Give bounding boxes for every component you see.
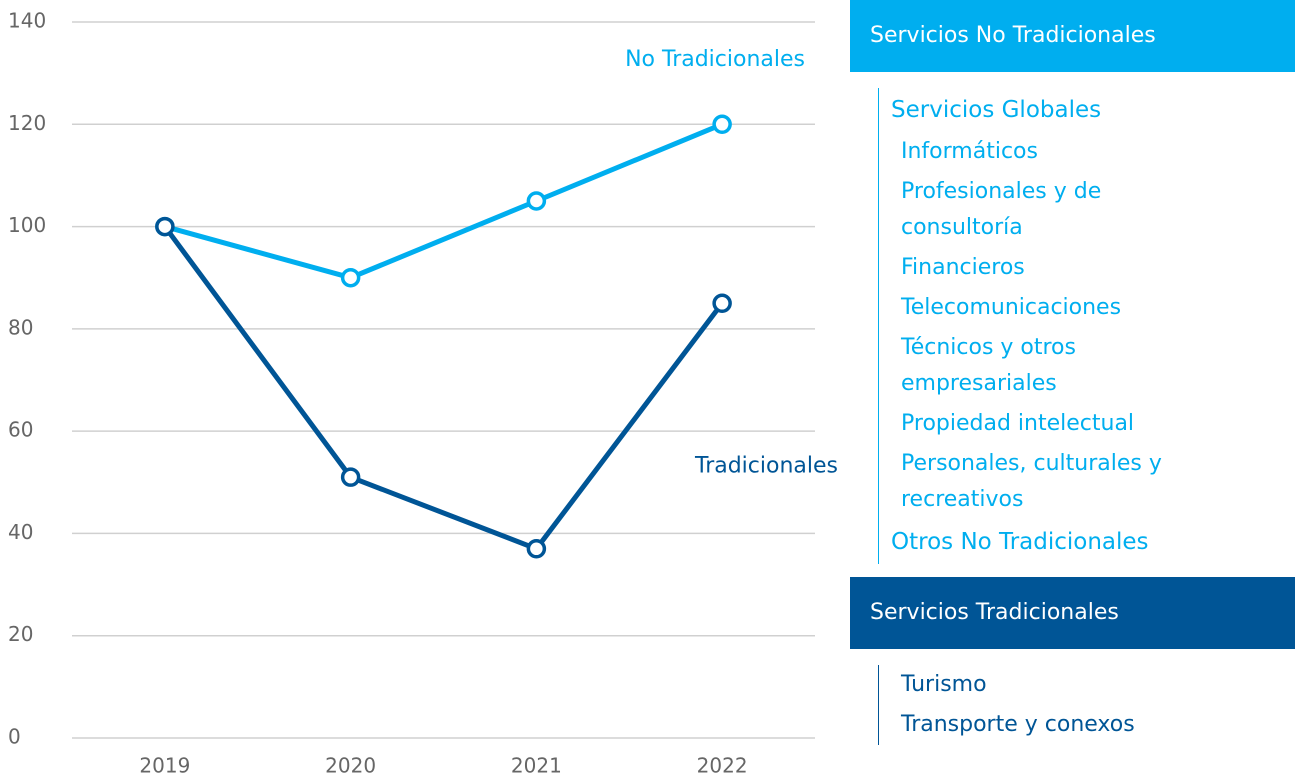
point-marker [340, 467, 361, 487]
chart: 0 20 40 60 80 100 120 140 2019 2020 2021 2022 No Tra… [8, 9, 838, 778]
y-tick-label: 60 [8, 418, 33, 442]
point-marker [526, 191, 547, 211]
list-item: Técnicos y otros empresariales [901, 335, 1076, 396]
panel-header: Servicios Tradicionales [850, 577, 1295, 649]
list-item: Financieros [901, 255, 1025, 280]
series-label: Tradicionales [694, 453, 838, 478]
y-tick-label: 0 [8, 725, 21, 749]
x-tick-label: 2022 [697, 754, 748, 778]
y-tick-label: 100 [8, 213, 46, 237]
point-marker [155, 216, 175, 237]
y-tick-label: 120 [8, 111, 46, 135]
series-label: No Tradicionales [625, 47, 805, 72]
series-line [164, 121, 724, 281]
y-tick-label: 140 [8, 9, 46, 33]
point-marker [712, 293, 732, 314]
y-tick-label: 40 [8, 520, 33, 544]
list-item: Personales, culturales y recreativos [901, 451, 1162, 512]
point-marker [712, 114, 732, 135]
list-item: Informáticos [901, 139, 1038, 164]
point-marker [526, 539, 547, 559]
x-tick-label: 2019 [139, 754, 190, 778]
x-tick-label: 2020 [325, 754, 376, 778]
series-line [162, 225, 725, 552]
list-item: Transporte y conexos [901, 712, 1135, 737]
group-title: Otros No Tradicionales [891, 529, 1149, 555]
list-item: Profesionales y de consultoría [901, 179, 1102, 240]
x-tick-label: 2021 [511, 754, 562, 778]
list-item: Telecomunicaciones [901, 295, 1122, 320]
panel-list: Turismo Transporte y conexos [878, 665, 1221, 745]
point-marker [340, 267, 361, 288]
list-item: Turismo [901, 672, 987, 697]
list-item: Propiedad intelectual [901, 411, 1135, 436]
y-tick-label: 20 [8, 622, 33, 646]
y-tick-label: 80 [8, 315, 33, 339]
panel-header: Servicios No Tradicionales [850, 0, 1295, 72]
panel-list: Servicios Globales Informáticos Profesiona… [878, 88, 1221, 564]
group-title: Servicios Globales [891, 97, 1102, 123]
